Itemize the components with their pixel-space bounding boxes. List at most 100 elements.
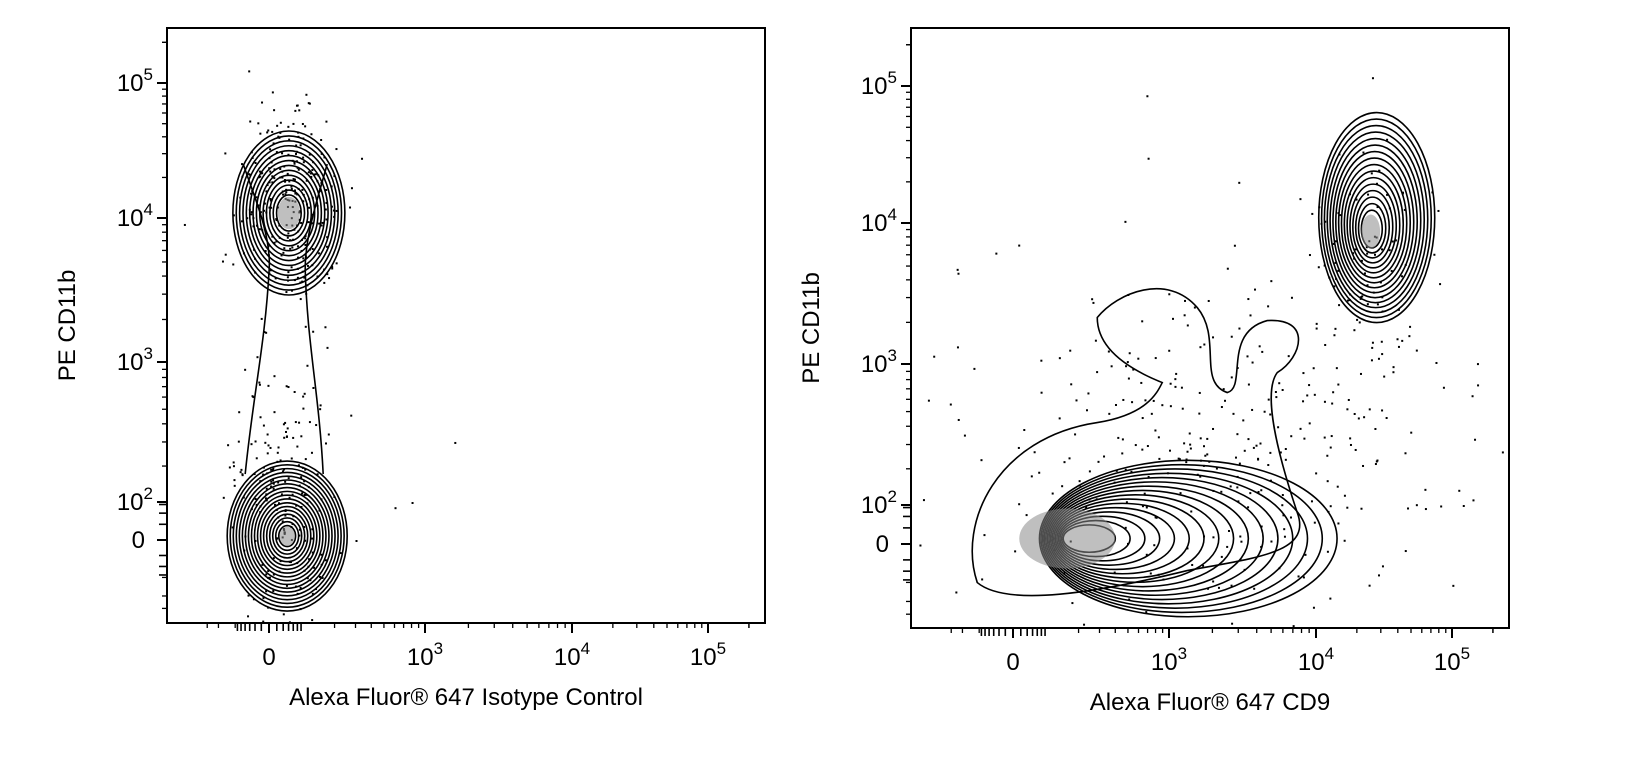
event-dot xyxy=(1234,456,1237,459)
event-dot xyxy=(1373,253,1376,256)
event-dot xyxy=(283,436,286,439)
event-dot xyxy=(1212,580,1215,583)
event-dot xyxy=(1368,408,1371,411)
event-dot xyxy=(1403,208,1406,211)
event-dot xyxy=(304,237,307,240)
contour-line xyxy=(1329,137,1422,304)
event-dot xyxy=(328,277,331,280)
event-dot xyxy=(272,482,275,485)
event-dot xyxy=(1141,448,1144,451)
event-dot xyxy=(1362,151,1365,154)
event-dot xyxy=(270,480,273,483)
event-dot xyxy=(277,446,280,449)
event-dot xyxy=(1247,438,1250,441)
event-dot xyxy=(222,496,225,499)
event-dot xyxy=(1303,437,1306,440)
event-dot xyxy=(1335,277,1338,280)
event-dot xyxy=(1437,209,1440,212)
event-dot xyxy=(297,168,300,171)
event-dot xyxy=(298,528,301,531)
event-dot xyxy=(224,253,227,256)
event-dot xyxy=(1212,427,1215,430)
event-dot xyxy=(286,427,289,430)
event-dot xyxy=(1137,357,1140,360)
event-dot xyxy=(304,539,307,542)
event-dot xyxy=(1128,598,1131,601)
x-tick-label: 105 xyxy=(1434,644,1470,676)
event-dot xyxy=(316,275,319,278)
event-dot xyxy=(255,457,258,460)
event-dot xyxy=(335,209,338,212)
event-dot xyxy=(1329,597,1332,600)
event-dot xyxy=(1368,584,1371,587)
event-dot xyxy=(1362,464,1365,467)
event-dot xyxy=(1237,500,1240,503)
outlier-event xyxy=(355,540,358,542)
event-dot xyxy=(275,219,278,222)
x-tick-label: 104 xyxy=(1298,644,1334,676)
event-dot xyxy=(1302,576,1305,579)
event-dot xyxy=(1220,406,1223,409)
event-dot xyxy=(1401,339,1404,342)
event-dot xyxy=(232,214,235,217)
event-dot xyxy=(1363,416,1366,419)
event-dot xyxy=(1304,553,1307,556)
event-dot xyxy=(1185,458,1188,461)
event-dot xyxy=(271,91,274,94)
event-dot xyxy=(324,442,327,445)
event-dot xyxy=(1299,198,1302,201)
event-dot xyxy=(1204,454,1207,457)
event-dot xyxy=(287,232,290,235)
event-dot xyxy=(1388,249,1391,252)
event-dot xyxy=(272,590,275,593)
event-dot xyxy=(305,179,308,182)
event-dot xyxy=(250,213,253,216)
outlier-event xyxy=(1404,550,1407,553)
event-dot xyxy=(1071,602,1074,605)
event-dot xyxy=(1343,494,1346,497)
event-dot xyxy=(1260,489,1263,492)
contour-line xyxy=(277,524,297,548)
event-dot xyxy=(331,267,334,270)
y-tick-label: 105 xyxy=(861,68,897,100)
event-dot xyxy=(290,187,293,190)
event-dot xyxy=(1346,408,1349,411)
event-dot xyxy=(314,173,317,176)
event-dot xyxy=(264,497,267,500)
y-axis-label: PE CD11b xyxy=(54,270,81,382)
event-dot xyxy=(1397,345,1400,348)
event-dot xyxy=(1146,95,1149,98)
event-dot xyxy=(273,241,276,244)
event-dot xyxy=(269,170,272,173)
event-dot xyxy=(282,193,285,196)
event-dot xyxy=(233,479,236,482)
event-dot xyxy=(272,467,275,470)
event-dot xyxy=(1275,396,1278,399)
event-dot xyxy=(1125,501,1128,504)
event-dot xyxy=(292,436,295,439)
event-dot xyxy=(306,364,309,367)
contour-line xyxy=(1343,170,1405,279)
event-dot xyxy=(1269,451,1272,454)
event-dot xyxy=(956,268,959,271)
event-dot xyxy=(296,445,299,448)
event-dot xyxy=(320,553,323,556)
event-dot xyxy=(1378,574,1381,577)
event-dot xyxy=(1339,214,1342,217)
event-dot xyxy=(1308,384,1311,387)
event-dot xyxy=(281,152,284,155)
contour-line xyxy=(1334,150,1415,294)
event-dot xyxy=(1096,371,1099,374)
event-dot xyxy=(1409,325,1412,328)
event-dot xyxy=(325,218,328,221)
event-dot xyxy=(1371,77,1374,80)
event-dot xyxy=(321,221,324,224)
event-dot xyxy=(288,621,291,623)
event-dot xyxy=(1252,446,1255,449)
event-dot xyxy=(269,148,272,151)
event-dot xyxy=(311,551,314,554)
contour-line xyxy=(238,475,336,597)
event-dot xyxy=(1239,535,1242,538)
event-dot xyxy=(269,199,272,202)
contour-line xyxy=(275,194,302,232)
